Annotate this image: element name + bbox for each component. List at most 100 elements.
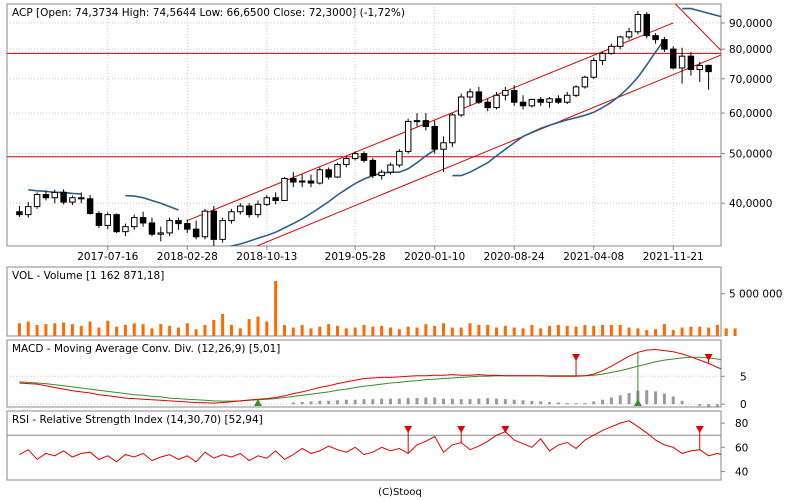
candle-body [298,180,306,183]
candle-body [440,142,447,150]
candle-body [431,125,438,150]
macd-histogram-bar [715,404,719,407]
macd-plot-area [19,348,721,407]
price-tick-label: 40,0000 [729,198,772,210]
volume-bar [344,328,348,336]
candle-body [572,86,580,96]
volume-bar [132,323,136,336]
candle-body [608,45,615,54]
candle-body [413,120,421,123]
volume-bar [468,323,472,336]
candle-body [25,206,32,216]
rsi-sell-signal-marker [457,426,466,433]
candle-body [263,197,271,205]
price-tick-label: 70,0000 [729,74,772,86]
time-tick-label: 2018-02-28 [157,251,218,263]
volume-bar [168,325,172,336]
macd-histogram-bar [530,400,534,405]
volume-bar [698,326,702,336]
candle-body [95,212,103,226]
candle-body [369,159,377,177]
volume-bar [707,327,711,336]
volume-bar [680,327,684,336]
macd-histogram-bar [371,399,375,405]
moving-average-line [229,149,436,246]
macd-histogram-bar [459,399,463,405]
volume-bar [459,327,463,336]
macd-histogram-bar [627,393,631,405]
volume-bar [495,327,499,336]
macd-histogram-bar [521,400,525,405]
candle-body [678,55,686,69]
volume-bar [106,320,110,336]
macd-histogram-bar [680,400,684,405]
volume-bar [353,327,357,336]
volume-bar [627,327,631,336]
rsi-line [19,420,721,463]
volume-bar [203,325,207,336]
candle-body [316,169,324,184]
candle-body [696,65,703,70]
candle-body [281,178,288,201]
macd-histogram-bar [380,398,384,405]
volume-bar [592,325,596,336]
volume-bar [327,324,331,336]
candle-body [192,228,200,238]
volume-bar [530,325,534,336]
candle-body [201,210,209,238]
macd-histogram-bar [344,399,348,405]
candle-body [69,197,76,203]
candle-body [537,98,544,103]
volume-bar [274,281,278,336]
macd-tick-label: 5 [740,371,747,383]
volume-bar [88,321,92,336]
volume-panel-title: VOL - Volume [1 162 871,18] [12,270,164,282]
channel-trendline [187,22,674,222]
macd-histogram-bar [353,399,357,405]
candle-body [184,223,191,230]
time-tick-label: 2020-01-10 [404,251,465,263]
macd-histogram-bar [503,399,507,405]
time-tick-label: 2019-05-28 [325,251,386,263]
price-tick-label: 60,0000 [729,108,772,120]
volume-bar [671,330,675,336]
macd-histogram-bar [433,397,437,405]
volume-bar [486,325,490,336]
volume-bar [44,324,48,336]
candle-body [245,205,253,216]
candle-body [60,191,67,203]
candle-body [307,180,315,184]
candle-body [51,191,58,199]
macd-histogram-bar [671,396,675,405]
macd-histogram-bar [583,403,587,405]
candle-body [139,217,147,224]
macd-signal-line [19,356,721,402]
volume-bar [176,327,180,336]
candle-body [599,52,606,62]
price-tick-label: 50,0000 [729,149,772,161]
candle-body [484,101,491,109]
candle-body [325,169,332,178]
volume-bar [636,328,640,336]
candle-body [237,205,244,213]
candle-body [590,60,597,78]
volume-bar [724,328,728,336]
price-tick-label: 90,0000 [729,18,772,30]
time-tick-label: 2021-11-21 [643,251,704,263]
candle-body [148,222,156,235]
volume-bar [433,325,437,336]
candle-body [475,91,483,103]
time-tick-label: 2018-10-13 [236,251,297,263]
moving-average-line [125,194,179,211]
candle-body [104,214,112,226]
rsi-sell-signal-marker [404,426,413,433]
macd-histogram-bar [707,404,711,407]
candle-body [210,210,218,240]
volume-bar [159,324,163,336]
volume-bar [556,325,560,336]
candle-body [466,91,474,98]
macd-histogram-bar [609,397,613,405]
macd-histogram-bar [397,398,401,405]
candle-body [219,220,226,240]
macd-histogram-bar [450,398,454,405]
